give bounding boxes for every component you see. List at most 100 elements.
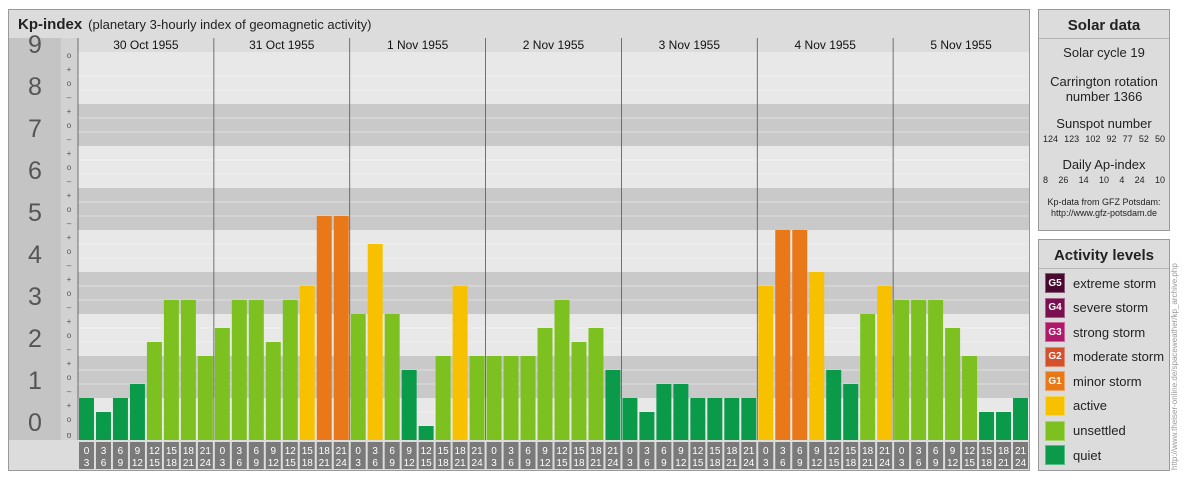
interval-end: 24 — [1015, 458, 1027, 469]
interval-start: 12 — [828, 446, 840, 457]
interval-start: 18 — [590, 446, 602, 457]
kp-bar — [877, 285, 893, 440]
day-label: 5 Nov 1955 — [930, 38, 992, 52]
interval-end: 6 — [508, 458, 514, 469]
sub-tick-mark: o — [67, 51, 72, 60]
interval-end: 3 — [763, 458, 769, 469]
legend-label: quiet — [1073, 447, 1102, 463]
interval-cell — [112, 442, 128, 469]
sub-tick-mark: + — [67, 191, 72, 200]
y-tick-label: 0 — [28, 409, 42, 437]
legend-item: unsettled — [1045, 420, 1169, 442]
interval-cell — [707, 442, 723, 469]
interval-cell — [367, 442, 383, 469]
legend-item: active — [1045, 395, 1169, 417]
interval-cell — [1013, 442, 1028, 469]
interval-start: 15 — [302, 446, 314, 457]
interval-cell — [860, 442, 876, 469]
carrington-line-2: number 1366 — [1065, 89, 1143, 104]
kp-bar — [673, 384, 689, 440]
sub-tick-mark: – — [67, 387, 72, 396]
interval-cell — [571, 442, 587, 469]
interval-cell — [214, 442, 230, 469]
interval-end: 21 — [455, 458, 467, 469]
interval-cell — [605, 442, 621, 469]
legend-swatch: G3 — [1045, 322, 1065, 343]
interval-start: 12 — [421, 446, 433, 457]
interval-start: 12 — [556, 446, 568, 457]
kp-bar — [758, 285, 774, 440]
day-label: 31 Oct 1955 — [249, 38, 315, 52]
kp-bar — [554, 300, 570, 440]
interval-cell — [588, 442, 604, 469]
interval-end: 9 — [661, 458, 667, 469]
interval-end: 12 — [539, 458, 551, 469]
interval-start: 15 — [166, 446, 178, 457]
interval-end: 9 — [118, 458, 124, 469]
interval-start: 12 — [285, 446, 297, 457]
kp-bar — [656, 384, 672, 440]
kp-bar — [248, 300, 264, 440]
interval-cell — [469, 442, 485, 469]
interval-end: 15 — [828, 458, 840, 469]
interval-cell — [299, 442, 315, 469]
sunspot-label: Sunspot number — [1056, 116, 1152, 131]
kp-bar — [622, 398, 638, 440]
interval-start: 9 — [406, 446, 412, 457]
y-tick-label: 5 — [28, 199, 42, 227]
day-label: 4 Nov 1955 — [795, 38, 857, 52]
interval-end: 21 — [998, 458, 1010, 469]
kp-bar — [690, 398, 706, 440]
kp-bar — [520, 356, 536, 440]
interval-cell — [945, 442, 961, 469]
interval-start: 15 — [981, 446, 993, 457]
interval-cell — [418, 442, 434, 469]
band — [78, 230, 1029, 272]
interval-end: 12 — [811, 458, 823, 469]
sub-tick-mark: + — [67, 401, 72, 410]
sub-tick-mark: o — [67, 415, 72, 424]
source-link[interactable]: http://www.gfz-potsdam.de — [1050, 208, 1158, 218]
interval-start: 0 — [627, 446, 633, 457]
interval-cell — [520, 442, 536, 469]
interval-start: 0 — [763, 446, 769, 457]
interval-cell — [129, 442, 145, 469]
day-label: 2 Nov 1955 — [523, 38, 585, 52]
kp-bar — [537, 327, 553, 440]
interval-end: 18 — [573, 458, 585, 469]
kp-bar — [367, 243, 383, 440]
interval-start: 21 — [472, 446, 484, 457]
kp-bar — [809, 272, 825, 440]
interval-start: 9 — [542, 446, 548, 457]
interval-cell — [265, 442, 281, 469]
kp-bar — [843, 384, 859, 440]
day-label: 3 Nov 1955 — [659, 38, 721, 52]
kp-bar — [129, 384, 145, 440]
interval-end: 3 — [627, 458, 633, 469]
kp-bar — [486, 356, 502, 440]
interval-cell — [622, 442, 638, 469]
kp-chart: 0123456789+o–+o–+o–+o–+o–+o–+o–+o–+o–oo3… — [9, 31, 1029, 470]
ap-label: Daily Ap-index — [1062, 157, 1146, 172]
interval-cell — [928, 442, 944, 469]
interval-end: 21 — [183, 458, 195, 469]
sub-tick-mark: + — [67, 233, 72, 242]
credit-text: http://www.theiser-online.de/spaceweathe… — [1170, 263, 1179, 470]
interval-start: 3 — [916, 446, 922, 457]
sub-tick-mark: + — [67, 275, 72, 284]
interval-end: 6 — [780, 458, 786, 469]
interval-end: 3 — [899, 458, 905, 469]
sub-tick-mark: – — [67, 219, 72, 228]
day-header-row — [78, 38, 1029, 52]
interval-cell — [911, 442, 927, 469]
sub-tick-mark: o — [67, 289, 72, 298]
band — [78, 188, 1029, 230]
kp-bar — [401, 369, 417, 440]
interval-start: 6 — [661, 446, 667, 457]
interval-end: 15 — [149, 458, 161, 469]
interval-end: 12 — [268, 458, 280, 469]
interval-start: 12 — [692, 446, 704, 457]
interval-start: 0 — [84, 446, 90, 457]
interval-start: 6 — [389, 446, 395, 457]
interval-start: 18 — [998, 446, 1010, 457]
